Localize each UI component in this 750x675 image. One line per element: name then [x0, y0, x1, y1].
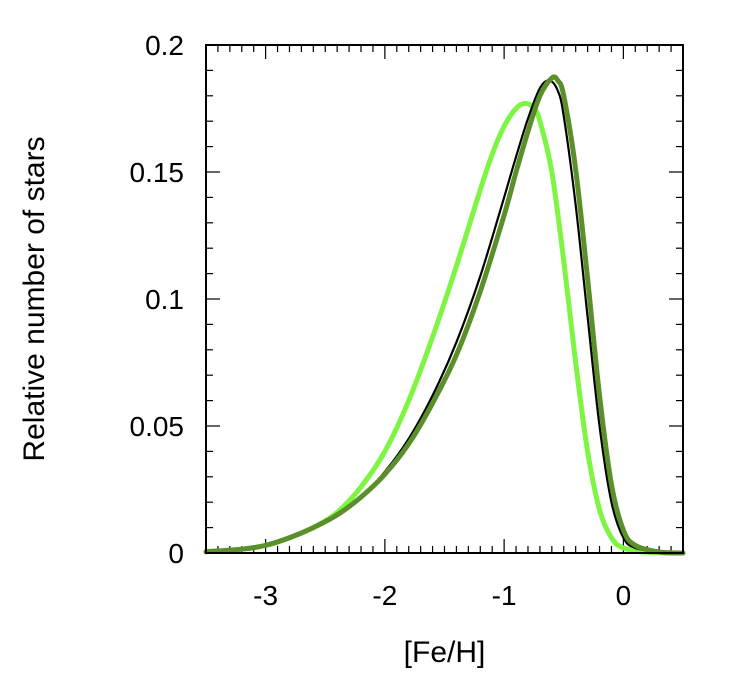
x-tick-label: -2 — [372, 580, 397, 611]
y-tick-label: 0.1 — [145, 284, 184, 315]
series-lines — [203, 74, 686, 556]
y-tick-label: 0.2 — [145, 30, 184, 61]
y-axis-title: Relative number of stars — [18, 136, 51, 461]
tick-labels: -3 -2 -1 0 0 0.05 0.1 0.15 0.2 — [130, 30, 632, 611]
y-tick-label: 0.05 — [130, 411, 185, 442]
x-tick-label: 0 — [616, 580, 632, 611]
x-tick-label: -3 — [253, 580, 278, 611]
plot-frame — [205, 44, 684, 554]
y-tick-label: 0 — [168, 538, 184, 569]
y-tick-label: 0.15 — [130, 157, 185, 188]
dark-green-series-line — [203, 74, 686, 556]
x-axis-title: [Fe/H] — [404, 636, 486, 669]
x-tick-label: -1 — [492, 580, 517, 611]
